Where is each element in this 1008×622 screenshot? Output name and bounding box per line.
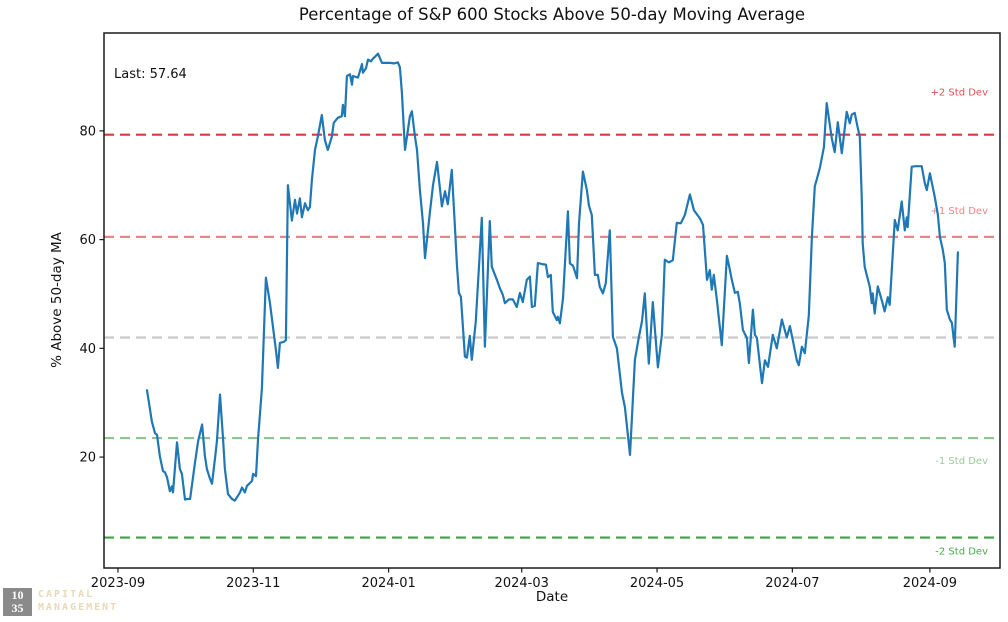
data-series-line xyxy=(145,52,960,502)
last-value-annotation: Last: 57.64 xyxy=(114,67,187,82)
x-axis-label: Date xyxy=(535,589,569,605)
x-tick-label: 2023-09 xyxy=(91,576,145,591)
y-tick-label: 80 xyxy=(79,124,96,139)
std-dev-label: +1 Std Dev xyxy=(931,206,989,217)
std-dev-label: -1 Std Dev xyxy=(935,456,988,467)
logo-box-bottom: 35 xyxy=(11,601,24,615)
std-dev-label: +2 Std Dev xyxy=(931,88,989,99)
logo-wordmark: CAPITAL MANAGEMENT xyxy=(38,588,118,614)
x-tick-label: 2023-11 xyxy=(226,576,280,591)
plot-border xyxy=(103,32,1001,569)
logo: 10 35 CAPITAL MANAGEMENT xyxy=(3,588,118,616)
logo-box-top: 10 xyxy=(11,588,24,602)
y-tick-label: 20 xyxy=(79,451,96,466)
x-tick-label: 2024-01 xyxy=(361,576,415,591)
y-tick-label: 60 xyxy=(79,233,96,248)
chart-title: Percentage of S&P 600 Stocks Above 50-da… xyxy=(298,5,806,24)
x-tick-label: 2024-07 xyxy=(765,576,819,591)
x-tick-label: 2024-03 xyxy=(495,576,549,591)
std-dev-label: -2 Std Dev xyxy=(935,547,988,558)
y-tick-label: 40 xyxy=(79,342,96,357)
x-tick-label: 2024-05 xyxy=(630,576,684,591)
logo-line1: CAPITAL xyxy=(38,589,95,600)
x-tick-label: 2024-09 xyxy=(903,576,957,591)
logo-line2: MANAGEMENT xyxy=(38,602,119,613)
logo-box: 10 35 xyxy=(3,588,32,616)
